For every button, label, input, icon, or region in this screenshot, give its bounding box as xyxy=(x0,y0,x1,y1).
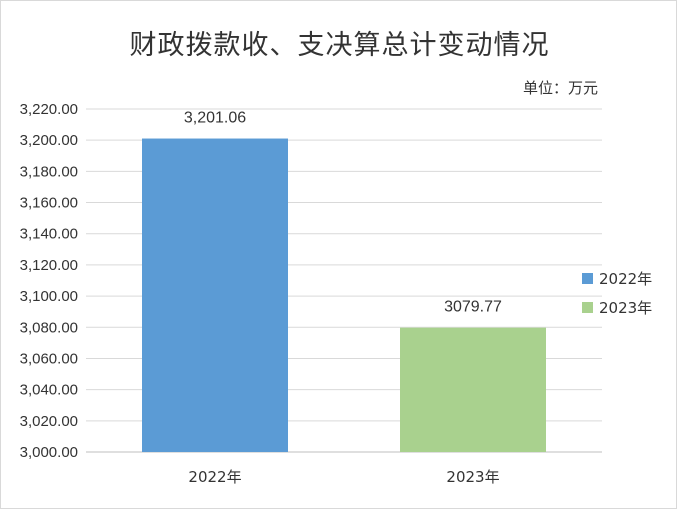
chart-title: 财政拨款收、支决算总计变动情况 xyxy=(129,30,550,61)
y-tick-label: 3,060.00 xyxy=(20,350,78,367)
bar-2 xyxy=(400,327,546,452)
legend-swatch-2023 xyxy=(582,302,593,313)
legend-label-2023: 2023年 xyxy=(599,299,653,317)
y-tick-label: 3,220.00 xyxy=(20,101,78,118)
y-tick-label: 3,140.00 xyxy=(20,226,78,243)
y-tick-label: 3,160.00 xyxy=(20,195,78,212)
y-tick-label: 3,100.00 xyxy=(20,288,78,305)
legend-swatch-2022 xyxy=(582,273,593,284)
unit-label: 单位：万元 xyxy=(522,79,598,97)
y-tick-label: 3,080.00 xyxy=(20,319,78,336)
y-tick-label: 3,040.00 xyxy=(20,382,78,399)
y-tick-label: 3,200.00 xyxy=(20,132,78,149)
x-tick-label-1: 2022年 xyxy=(188,468,241,486)
legend-label-2022: 2022年 xyxy=(599,270,653,288)
legend-item-2023: 2023年 xyxy=(582,293,652,322)
data-label-1: 3,201.06 xyxy=(184,110,246,127)
data-label-2: 3079.77 xyxy=(444,299,502,316)
bar-1 xyxy=(142,138,288,452)
y-tick-label: 3,120.00 xyxy=(20,257,78,274)
y-tick-label: 3,000.00 xyxy=(20,444,78,461)
legend-item-2022: 2022年 xyxy=(582,264,652,293)
y-tick-label: 3,020.00 xyxy=(20,413,78,430)
legend: 2022年 2023年 xyxy=(582,264,652,322)
y-tick-label: 3,180.00 xyxy=(20,163,78,180)
x-tick-label-2: 2023年 xyxy=(446,468,499,486)
